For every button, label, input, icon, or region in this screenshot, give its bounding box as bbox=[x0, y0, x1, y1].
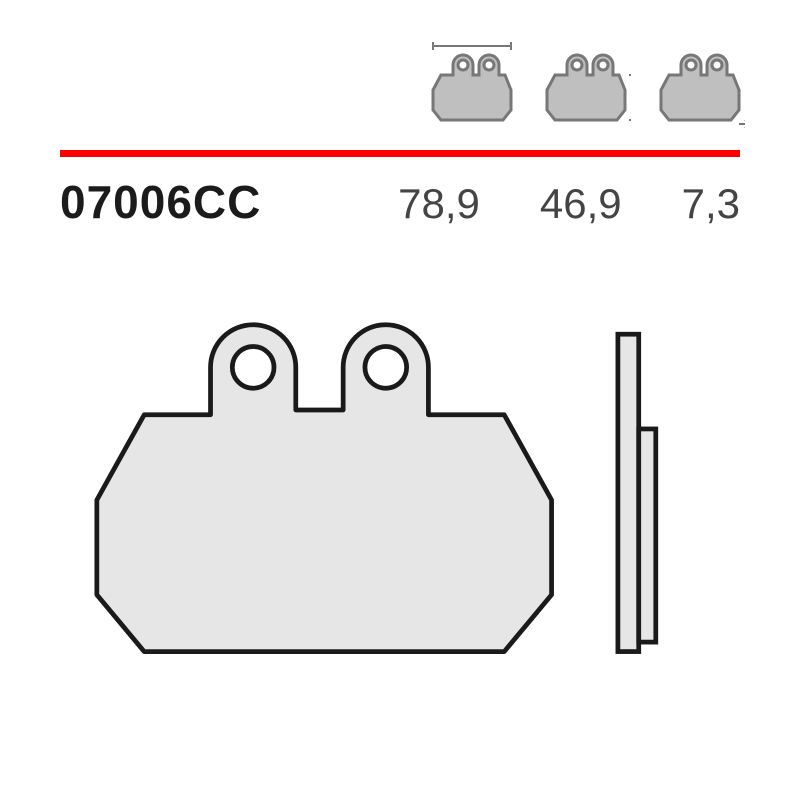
side-view bbox=[618, 334, 656, 651]
dim-height: 46,9 bbox=[540, 180, 622, 228]
front-view bbox=[97, 325, 552, 652]
part-number: 07006CC bbox=[60, 175, 261, 229]
mounting-hole-right bbox=[365, 347, 407, 389]
header-dimension-icons bbox=[425, 40, 745, 128]
width-dim-icon bbox=[425, 40, 517, 128]
mounting-hole-left bbox=[232, 347, 274, 389]
friction-material bbox=[639, 429, 656, 642]
measurements-row: 07006CC 78,9 46,9 7,3 bbox=[60, 175, 740, 229]
height-dim-icon bbox=[539, 40, 631, 128]
dim-thickness: 7,3 bbox=[682, 180, 740, 228]
technical-drawing bbox=[60, 320, 740, 680]
pad-outline bbox=[97, 325, 552, 652]
section-divider bbox=[60, 150, 740, 157]
dim-width: 78,9 bbox=[398, 180, 480, 228]
thickness-dim-icon bbox=[653, 40, 745, 128]
backing-plate bbox=[618, 334, 639, 651]
